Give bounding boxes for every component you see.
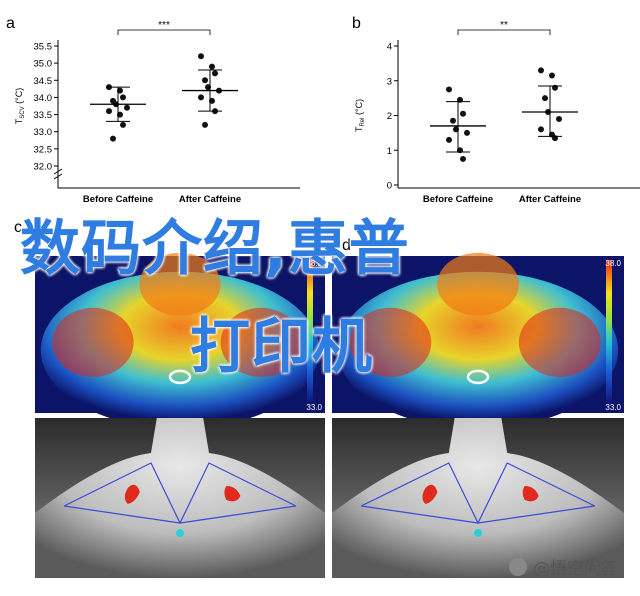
sternal-marker <box>474 529 482 537</box>
data-point <box>106 108 112 115</box>
x-category-label: After Caffeine <box>179 194 241 205</box>
x-category-label: Before Caffeine <box>423 194 493 205</box>
thermal-panel-c: c 38.0 33.0 <box>14 219 325 429</box>
data-point <box>124 104 130 111</box>
supraclavicular-activation-left <box>124 484 140 504</box>
significance-bracket <box>117 29 211 35</box>
thermal-hotspot <box>349 307 432 377</box>
y-axis-label-sub: Rel <box>360 118 366 127</box>
data-point <box>446 136 452 143</box>
data-point <box>120 121 126 128</box>
y-axis-label: TSCV (°C) <box>14 88 26 124</box>
data-point <box>209 63 215 70</box>
y-tick-label: 35.0 <box>34 59 53 70</box>
y-axis-label-main: T <box>354 126 364 132</box>
overlay-title-line1: 数码介绍,惠普 <box>20 214 410 284</box>
supraclavicular-activation-right <box>522 486 539 502</box>
data-point <box>542 95 548 102</box>
data-point <box>120 94 126 101</box>
colorbar <box>307 260 313 409</box>
axis-break-mark <box>53 168 63 180</box>
significance-label: *** <box>158 20 170 31</box>
y-tick-label: 33.0 <box>34 127 53 138</box>
y-tick-label: 4 <box>387 42 392 53</box>
thermal-hotspot <box>52 307 134 377</box>
data-point <box>460 110 466 117</box>
roi-marker <box>466 369 490 385</box>
colorbar-max-label: 38.0 <box>306 259 322 268</box>
significance-bracket <box>457 29 551 35</box>
anatomical-lines <box>63 462 297 525</box>
y-axis-label-main: T <box>14 118 24 124</box>
photo-panel-c <box>35 418 325 578</box>
watermark: @悟空问答 <box>509 554 618 579</box>
thermal-panel-d: d 38.0 33.0 <box>332 237 624 429</box>
y-tick-label: 32.5 <box>34 144 53 155</box>
y-tick-label: 3 <box>387 76 392 87</box>
data-point <box>464 129 470 136</box>
roi-marker <box>168 369 192 385</box>
data-point <box>212 70 218 77</box>
y-tick-label: 34.5 <box>34 76 53 87</box>
watermark-text: @悟空问答 <box>533 559 618 579</box>
data-point <box>110 135 116 142</box>
y-tick-label: 33.5 <box>34 110 53 121</box>
panel-letter: d <box>342 237 351 254</box>
supraclavicular-activation-left <box>422 484 438 504</box>
chart-panel-a: a 32.0 32.5 33.0 33.5 34.0 34.5 35.0 35.5 TSCV (°… <box>6 15 300 205</box>
overlay-title-line2: 打印机 <box>190 312 373 382</box>
data-point <box>198 53 204 60</box>
watermark-logo-icon <box>509 557 527 576</box>
panel-letter: c <box>14 219 22 236</box>
y-axis-label-sub: SCV <box>20 106 26 118</box>
photo-panel-d <box>332 418 624 578</box>
colorbar-min-label: 33.0 <box>605 403 621 412</box>
data-point <box>538 67 544 74</box>
panel-letter: b <box>352 15 361 32</box>
y-tick-label: 2 <box>387 111 392 122</box>
y-tick-label: 0 <box>387 181 392 192</box>
panel-letter: a <box>6 15 15 32</box>
data-point <box>460 155 466 162</box>
data-point <box>549 72 555 79</box>
data-point <box>446 86 452 93</box>
supraclavicular-activation-right <box>224 486 241 502</box>
data-point <box>202 77 208 84</box>
x-category-label: Before Caffeine <box>83 194 153 205</box>
data-point <box>198 94 204 101</box>
thermal-hotspot <box>220 307 302 377</box>
y-tick-label: 1 <box>387 146 392 157</box>
colorbar-max-label: 38.0 <box>605 259 621 268</box>
data-point <box>556 115 562 122</box>
sternal-marker <box>176 529 184 537</box>
y-axis-label-unit: (°C) <box>14 88 24 107</box>
torso-silhouette <box>35 418 325 578</box>
data-point <box>538 126 544 133</box>
anatomical-lines <box>360 462 596 525</box>
chart-panel-b: b 0 1 2 3 4 TRel (°C) Before Caffeine After Caff… <box>352 15 640 205</box>
y-tick-label: 35.5 <box>34 42 53 53</box>
significance-label: ** <box>500 20 508 31</box>
data-point <box>202 121 208 128</box>
y-axis-label: TRel (°C) <box>354 99 366 132</box>
data-point <box>450 117 456 124</box>
x-category-label: After Caffeine <box>519 194 581 205</box>
colorbar-min-label: 33.0 <box>306 403 322 412</box>
y-tick-label: 34.0 <box>34 93 53 104</box>
torso-silhouette <box>332 418 624 578</box>
thermal-neck-region <box>139 252 221 316</box>
y-axis-label-unit: (°C) <box>354 99 364 118</box>
thermal-hotspot <box>518 307 601 377</box>
thermal-neck-region <box>437 252 519 316</box>
colorbar <box>606 260 612 409</box>
y-tick-label: 32.0 <box>34 162 53 173</box>
